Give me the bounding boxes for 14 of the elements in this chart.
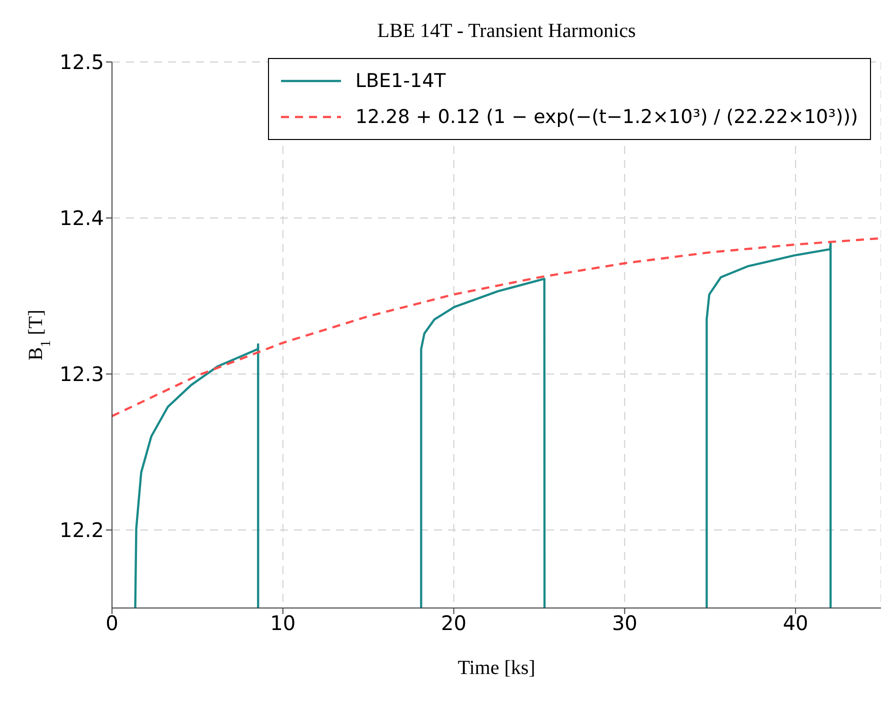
x-tick-label: 10 [270,611,296,636]
chart-title: LBE 14T - Transient Harmonics [376,20,637,43]
legend-label: 12.28 + 0.12 (1 − exp(−(t−1.2×10³) / (22.22×10³))) [355,105,858,130]
x-tick-label: 0 [106,611,118,636]
line-series [112,237,881,418]
y-tick-label: 12.2 [59,518,104,542]
x-tick-label: 20 [441,611,467,636]
legend-label: LBE1-14T [355,69,446,94]
x-tick-label: 40 [782,611,808,636]
y-tick-label: 12.3 [59,362,104,386]
y-tick-label: 12.4 [59,206,104,230]
y-tick-label: 12.5 [59,50,104,74]
x-tick-label: 30 [612,611,638,636]
x-axis-title: Time [ks] [458,657,536,679]
